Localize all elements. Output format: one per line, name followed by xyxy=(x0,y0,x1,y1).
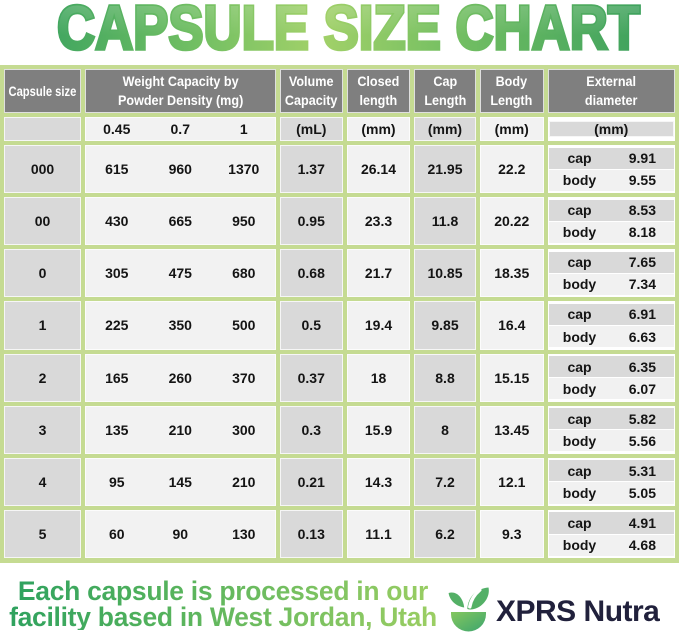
svg-text:CAPSULE SIZE CHART: CAPSULE SIZE CHART xyxy=(57,0,640,62)
svg-text:CAPSULE SIZE CHART: CAPSULE SIZE CHART xyxy=(57,0,640,62)
